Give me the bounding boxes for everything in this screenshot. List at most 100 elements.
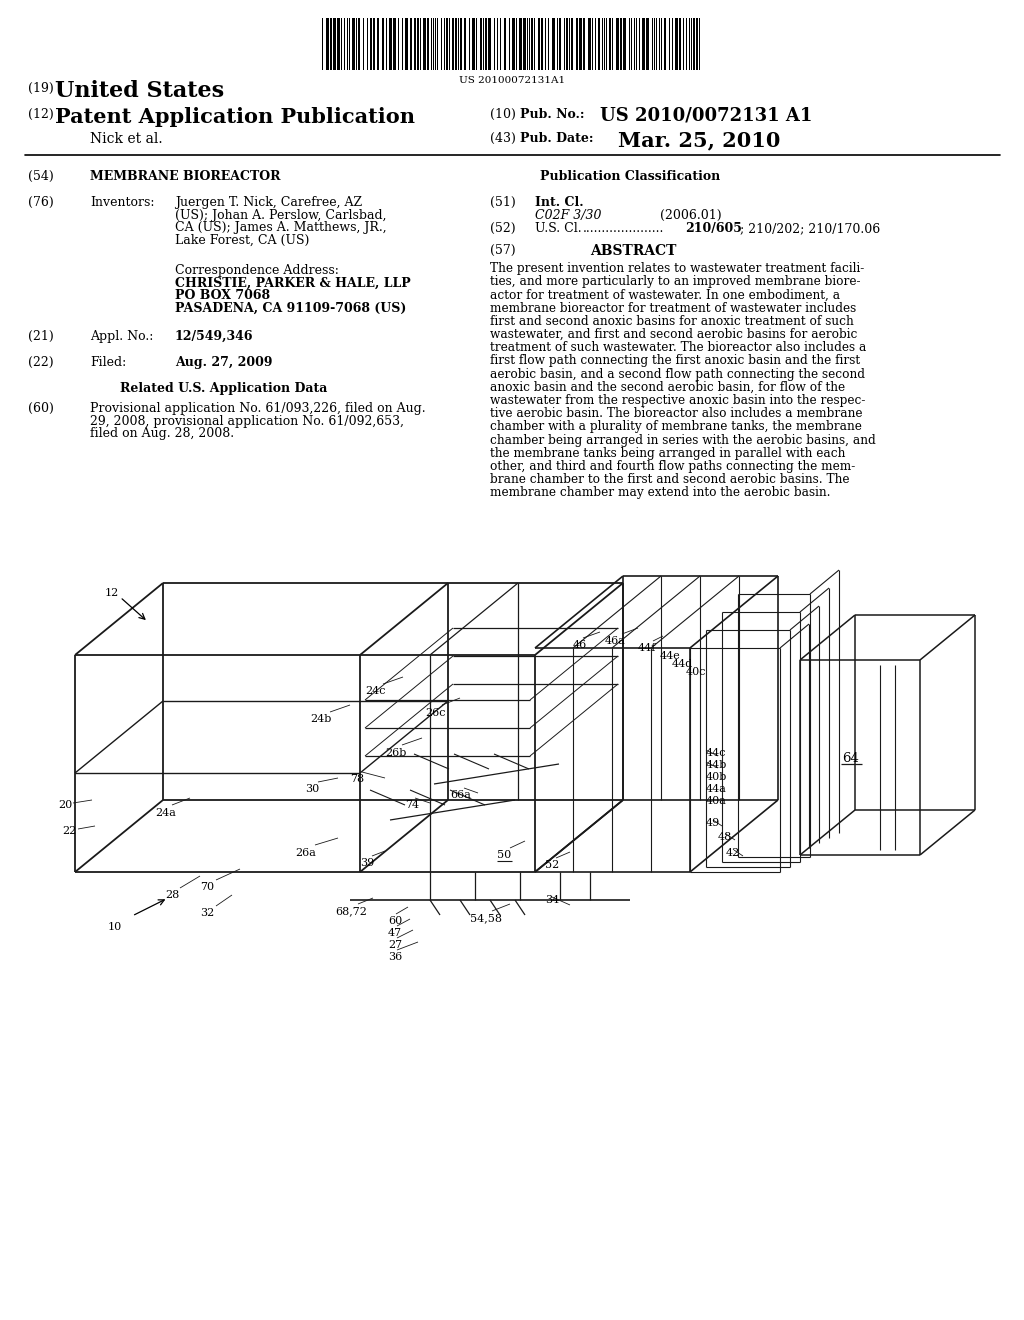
Text: (10): (10) — [490, 108, 516, 121]
Bar — [345, 18, 347, 70]
Bar — [360, 18, 362, 70]
Text: (52): (52) — [490, 222, 516, 235]
Bar — [620, 18, 622, 70]
Bar — [480, 18, 482, 70]
Text: 46: 46 — [573, 640, 587, 649]
Text: 44b: 44b — [706, 760, 727, 770]
Bar — [375, 18, 377, 70]
Text: chamber being arranged in series with the aerobic basins, and: chamber being arranged in series with th… — [490, 433, 876, 446]
Text: (51): (51) — [490, 195, 516, 209]
Bar — [549, 18, 552, 70]
Bar — [446, 18, 449, 70]
Text: 34: 34 — [545, 895, 559, 906]
Text: Pub. Date:: Pub. Date: — [520, 132, 594, 145]
Text: 29, 2008, provisional application No. 61/092,653,: 29, 2008, provisional application No. 61… — [90, 414, 404, 428]
Bar — [552, 18, 555, 70]
Bar — [670, 18, 672, 70]
Text: 44f: 44f — [638, 643, 656, 653]
Bar — [350, 18, 352, 70]
Text: The present invention relates to wastewater treatment facili-: The present invention relates to wastewa… — [490, 261, 864, 275]
Text: Related U.S. Application Data: Related U.S. Application Data — [120, 381, 328, 395]
Bar — [477, 18, 480, 70]
Text: 28: 28 — [165, 890, 179, 900]
Text: aerobic basin, and a second flow path connecting the second: aerobic basin, and a second flow path co… — [490, 367, 865, 380]
Text: first and second anoxic basins for anoxic treatment of such: first and second anoxic basins for anoxi… — [490, 314, 854, 327]
Bar — [573, 18, 575, 70]
Bar — [571, 18, 573, 70]
Bar — [382, 18, 384, 70]
Text: Appl. No.:: Appl. No.: — [90, 330, 154, 343]
Bar — [466, 18, 469, 70]
Text: 64: 64 — [842, 752, 859, 766]
Text: 36: 36 — [388, 952, 402, 962]
Text: ABSTRACT: ABSTRACT — [590, 244, 677, 257]
Bar — [412, 18, 414, 70]
Bar — [679, 18, 681, 70]
Text: United States: United States — [55, 81, 224, 102]
Text: 44e: 44e — [660, 651, 681, 661]
Bar — [326, 18, 329, 70]
Text: 32: 32 — [200, 908, 214, 917]
Bar — [406, 18, 408, 70]
Bar — [504, 18, 506, 70]
Text: Juergen T. Nick, Carefree, AZ: Juergen T. Nick, Carefree, AZ — [175, 195, 362, 209]
Bar — [632, 18, 634, 70]
Text: (60): (60) — [28, 403, 54, 414]
Text: 40c: 40c — [686, 667, 707, 677]
Bar — [664, 18, 666, 70]
Bar — [427, 18, 429, 70]
Text: actor for treatment of wastewater. In one embodiment, a: actor for treatment of wastewater. In on… — [490, 288, 840, 301]
Bar — [408, 18, 410, 70]
Text: MEMBRANE BIOREACTOR: MEMBRANE BIOREACTOR — [90, 170, 281, 183]
Bar — [403, 18, 406, 70]
Text: first flow path connecting the first anoxic basin and the first: first flow path connecting the first ano… — [490, 354, 860, 367]
Bar — [684, 18, 686, 70]
Bar — [379, 18, 382, 70]
Bar — [673, 18, 675, 70]
Text: Correspondence Address:: Correspondence Address: — [175, 264, 339, 277]
Bar — [485, 18, 487, 70]
Text: 74: 74 — [406, 800, 419, 810]
Text: 44c: 44c — [706, 748, 726, 758]
Bar — [596, 18, 598, 70]
Bar — [423, 18, 426, 70]
Bar — [501, 18, 504, 70]
Text: 24b: 24b — [310, 714, 332, 723]
Bar — [352, 18, 355, 70]
Text: (2006.01): (2006.01) — [660, 209, 722, 222]
Text: .....................: ..................... — [583, 222, 665, 235]
Bar — [498, 18, 500, 70]
Bar — [460, 18, 462, 70]
Bar — [429, 18, 431, 70]
Text: 26a: 26a — [295, 847, 315, 858]
Text: filed on Aug. 28, 2008.: filed on Aug. 28, 2008. — [90, 426, 234, 440]
Text: treatment of such wastewater. The bioreactor also includes a: treatment of such wastewater. The biorea… — [490, 341, 866, 354]
Bar — [588, 18, 591, 70]
Bar — [442, 18, 444, 70]
Text: Pub. No.:: Pub. No.: — [520, 108, 585, 121]
Bar — [541, 18, 543, 70]
Bar — [623, 18, 626, 70]
Text: Patent Application Publication: Patent Application Publication — [55, 107, 415, 127]
Bar — [700, 18, 703, 70]
Text: Aug. 27, 2009: Aug. 27, 2009 — [175, 356, 272, 370]
Bar — [593, 18, 595, 70]
Text: 78: 78 — [350, 774, 365, 784]
Text: 54,58: 54,58 — [470, 913, 502, 923]
Text: 70: 70 — [200, 882, 214, 892]
Bar — [566, 18, 568, 70]
Text: PO BOX 7068: PO BOX 7068 — [175, 289, 270, 302]
Text: 26b: 26b — [385, 748, 407, 758]
Bar — [555, 18, 557, 70]
Bar — [642, 18, 645, 70]
Bar — [535, 18, 538, 70]
Text: Filed:: Filed: — [90, 356, 126, 370]
Text: 22: 22 — [62, 826, 76, 836]
Bar — [646, 18, 649, 70]
Text: 27: 27 — [388, 940, 402, 950]
Text: 26c: 26c — [425, 708, 445, 718]
Bar — [512, 18, 515, 70]
Text: (54): (54) — [28, 170, 53, 183]
Bar — [452, 18, 454, 70]
Bar — [421, 18, 423, 70]
